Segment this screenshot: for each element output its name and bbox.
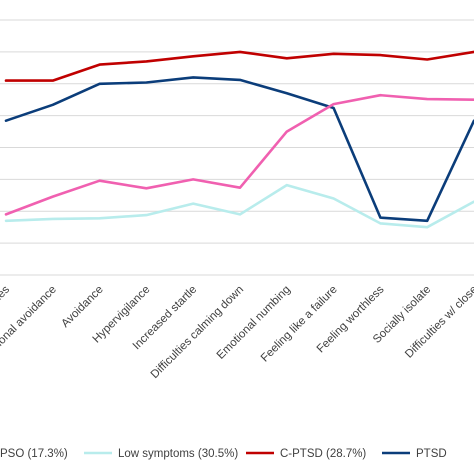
- x-tick-label: memories: [0, 283, 12, 327]
- x-tick-label: Difficulties calming down: [149, 284, 246, 381]
- series-line-ptsd: [4, 76, 474, 223]
- legend: PSO (17.3%) Low symptoms (30.5%) C-PTSD (2…: [0, 448, 447, 460]
- legend-label: C-PTSD (28.7%): [280, 448, 366, 460]
- legend-label: PTSD: [416, 448, 447, 460]
- series-line-low-symptoms-30-5: [4, 183, 474, 229]
- legend-label: PSO (17.3%): [0, 448, 68, 460]
- x-tick-label: Emotional avoidance: [0, 284, 59, 368]
- x-tick-label: Avoidance: [59, 284, 105, 330]
- series-line-dso-17-3: [4, 93, 474, 216]
- series-line-c-ptsd-28-7: [4, 50, 474, 82]
- legend-label: Low symptoms (30.5%): [118, 448, 238, 460]
- series-lines: [4, 50, 474, 229]
- gridlines: [0, 19, 474, 276]
